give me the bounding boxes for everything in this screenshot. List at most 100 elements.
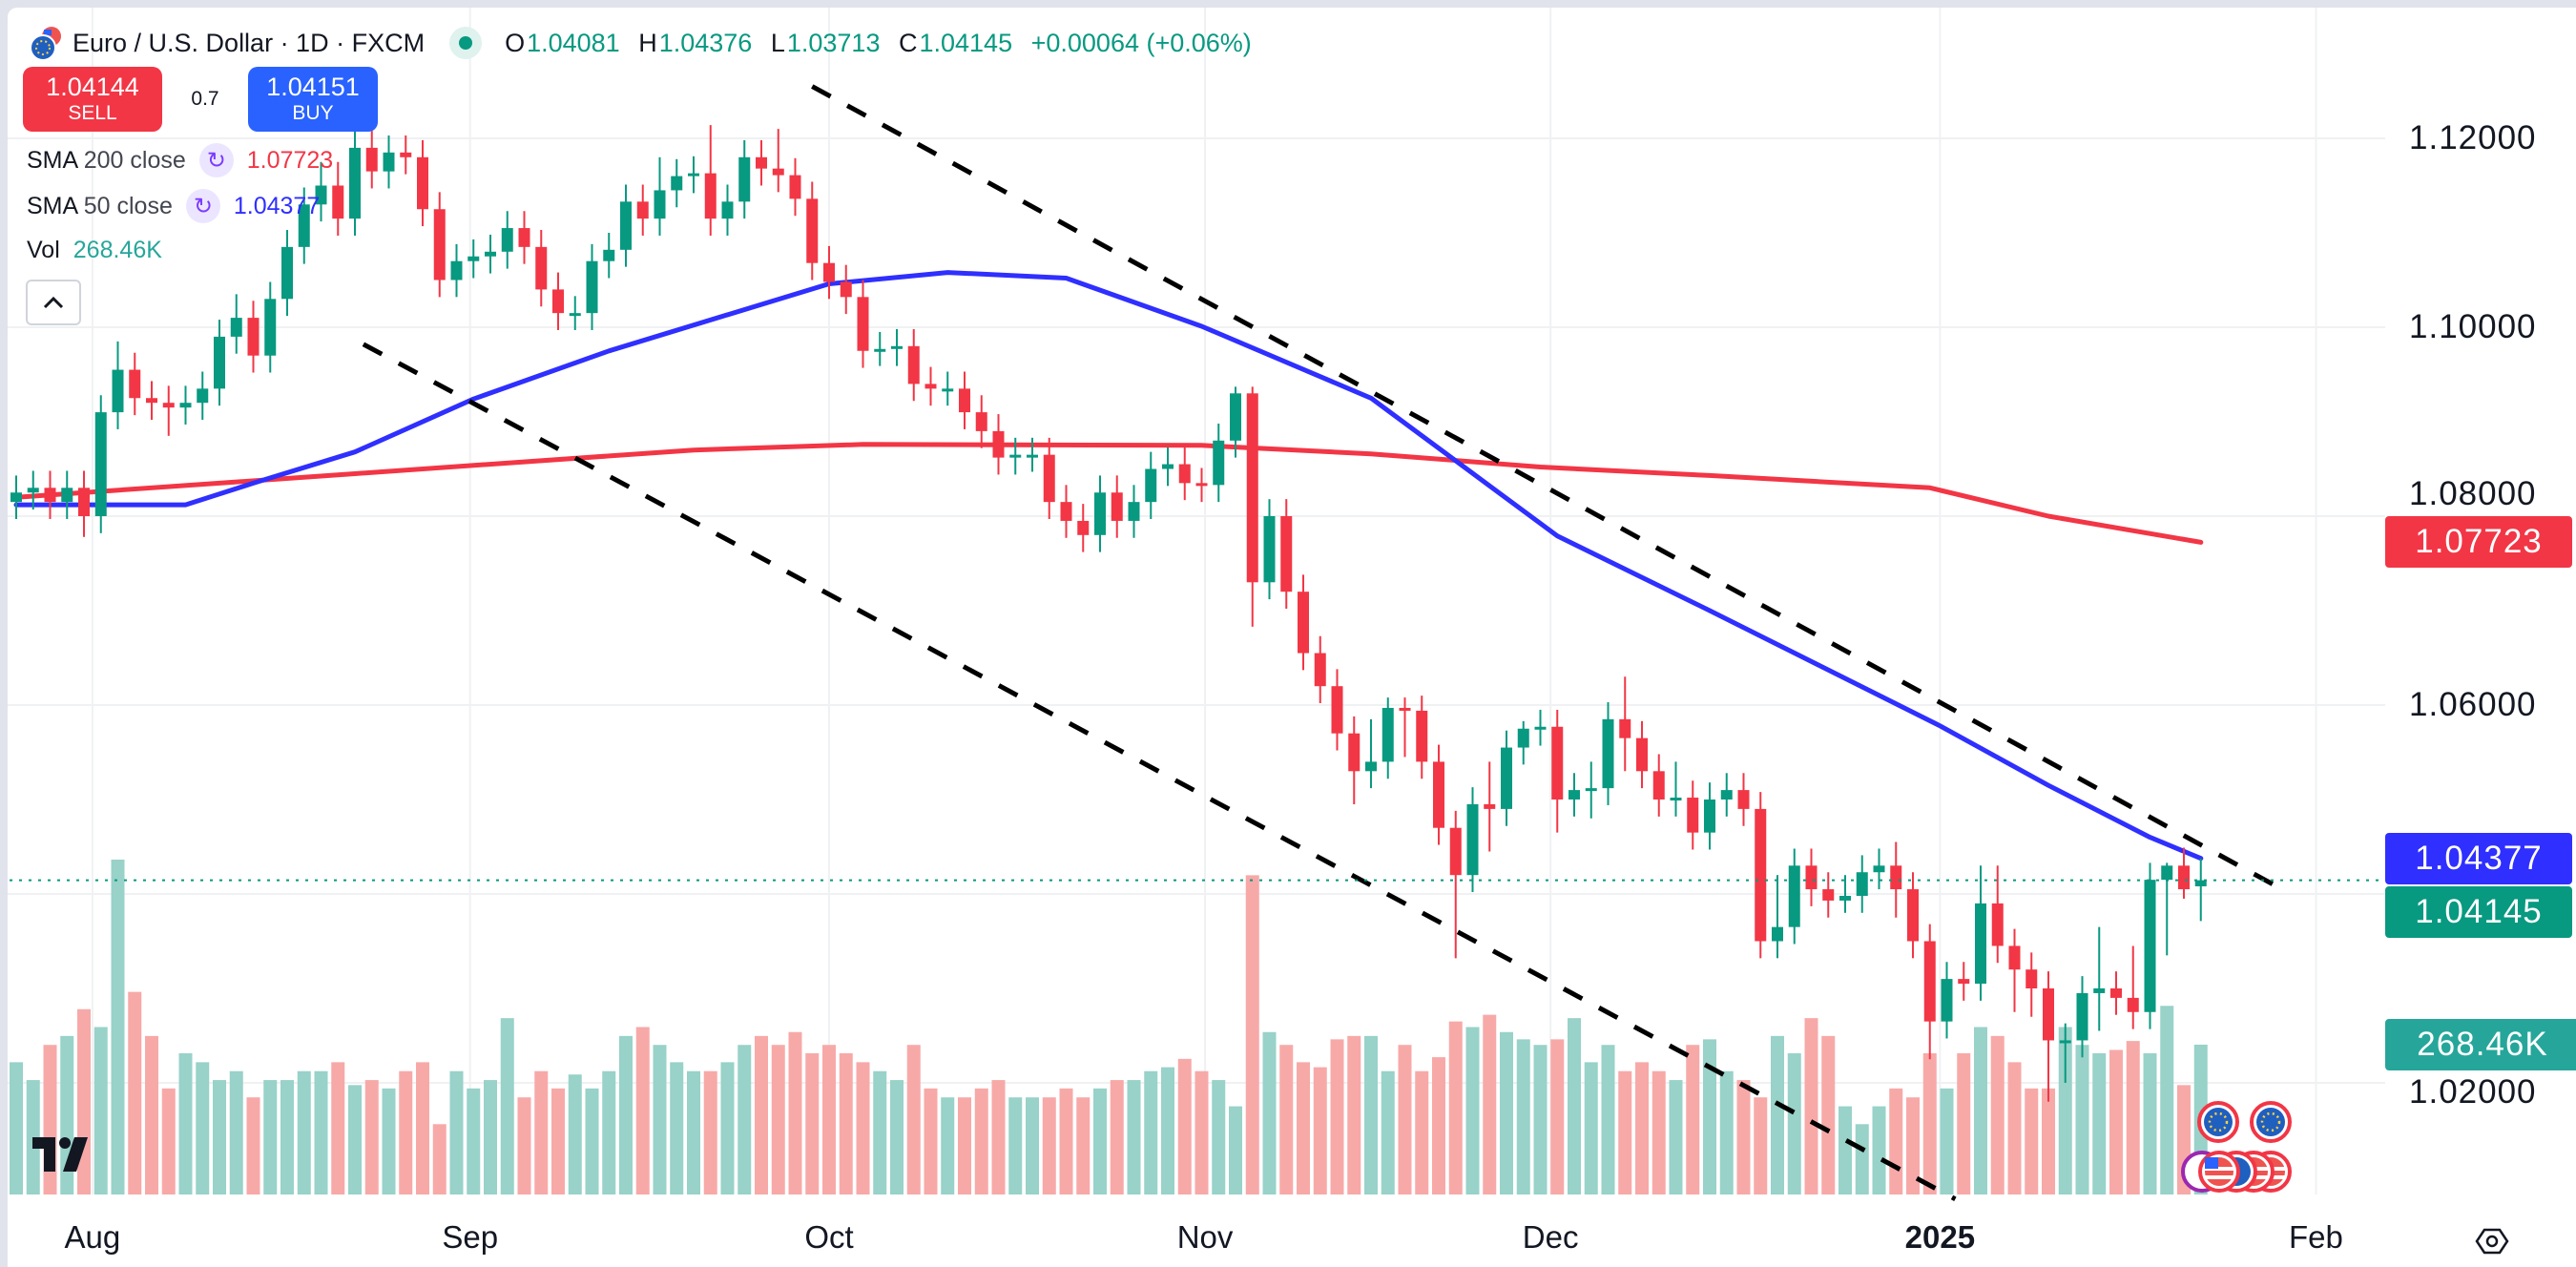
volume-bar [1500,1031,1513,1194]
legend-sma200[interactable]: SMA 200 close ↻ 1.07723 [27,143,333,177]
volume-bar [1177,1058,1192,1194]
candle-body [1027,454,1038,458]
volume-bar [517,1097,531,1194]
volume-bar [348,1085,362,1194]
candle-body [1043,454,1055,503]
candle-body [467,256,480,261]
economic-events[interactable] [2181,1101,2292,1193]
candle-body [61,488,73,503]
candle-body [1907,889,1919,942]
symbol-title[interactable]: Euro / U.S. Dollar · 1D · FXCM [73,28,426,57]
candle-body [2076,992,2088,1041]
price-chart[interactable] [8,8,2576,1267]
candle-body [1178,464,1191,484]
candle-body [2178,865,2190,890]
candle-body [1551,726,1564,800]
volume-bar [991,1080,1006,1194]
volume-bar [246,1097,260,1194]
sma50-name: SMA [27,192,77,219]
vol-value: 268.46K [73,237,162,263]
volume-tag: 268.46K [2385,1018,2576,1070]
volume-bar [1381,1070,1395,1194]
eu-event-icon[interactable] [2197,1101,2239,1143]
candle-body [162,403,175,408]
sma200-params: 200 close [83,146,186,174]
candle-body [806,198,819,263]
candle-body [1162,464,1174,469]
candle-body [485,251,496,257]
candle-body [1094,492,1106,535]
candle-body [1652,771,1665,800]
chart-panel[interactable]: Euro / U.S. Dollar · 1D · FXCM O1.04081 … [8,8,2576,1267]
open-label: O [505,28,526,57]
sell-button[interactable]: 1.04144 SELL [23,67,162,132]
sma200-price-tag: 1.07723 [2385,516,2572,569]
volume-bar [1483,1014,1497,1194]
candles [10,125,2207,1102]
sma200-value: 1.07723 [246,146,334,174]
refresh-icon[interactable]: ↻ [185,189,220,223]
candle-body [1923,941,1936,1022]
volume-bar [2075,1045,2089,1194]
volume-bar [720,1062,735,1194]
candle-body [1975,903,1986,985]
candle-body [620,201,632,250]
spread-value: 0.7 [191,88,219,110]
refresh-icon[interactable]: ↻ [198,143,234,177]
candle-body [975,412,987,431]
candle-body [1331,686,1343,734]
candle-body [214,336,225,389]
buy-button[interactable]: 1.04151 BUY [248,67,378,132]
candle-body [1873,865,1885,873]
candle-body [721,201,734,219]
buy-price: 1.04151 [266,73,360,101]
candle-body [1501,747,1512,809]
candle-body [1280,516,1293,592]
volume-bar [1093,1088,1107,1194]
sma50-value: 1.04377 [233,192,321,219]
volume-bar [2092,1052,2107,1194]
volume-bar [619,1035,633,1194]
price-tick-label: 1.10000 [2409,308,2537,345]
settings-icon[interactable] [2475,1224,2509,1258]
time-tick-label: 2025 [1904,1219,1976,1255]
candle-body [789,175,801,199]
candle-body [2093,988,2106,993]
volume-bar [755,1035,768,1194]
legend-volume[interactable]: Vol 268.46K [27,237,162,264]
trade-panel: 1.04144 SELL 0.7 1.04151 BUY [23,67,378,132]
candle-body [1856,872,1868,896]
volume-bar [1922,1052,1937,1194]
volume-bar [924,1088,938,1194]
candle-body [535,246,548,290]
volume-bars [10,860,2208,1194]
candle-body [383,152,395,172]
eu-event-icon[interactable] [2250,1101,2292,1143]
volume-bar [1008,1097,1023,1194]
candle-body [1839,895,1851,901]
collapse-legend-button[interactable] [26,280,81,325]
candle-body [1348,733,1361,772]
candle-body [2110,988,2122,998]
candle-body [1077,520,1090,535]
legend-sma50[interactable]: SMA 50 close ↻ 1.04377 [27,189,320,223]
candle-body [1755,808,1767,942]
candle-body [1737,790,1750,809]
tradingview-logo[interactable] [31,1133,97,1175]
last-price-tag: 1.04145 [2385,885,2572,938]
sma200-name: SMA [27,146,77,174]
volume-bar [1839,1106,1852,1194]
time-tick-label: Aug [64,1219,121,1255]
us-event-icon[interactable] [2198,1151,2240,1193]
candle-body [450,260,463,280]
volume-bar [856,1062,870,1194]
candle-body [315,185,327,205]
volume-bar [161,1088,176,1194]
volume-bar [1550,1039,1565,1194]
candle-body [94,412,107,516]
open-value: 1.04081 [527,28,620,57]
volume-bar [941,1097,955,1194]
volume-bar [1990,1035,2005,1194]
candle-body [738,156,751,202]
candle-body [1314,653,1326,687]
